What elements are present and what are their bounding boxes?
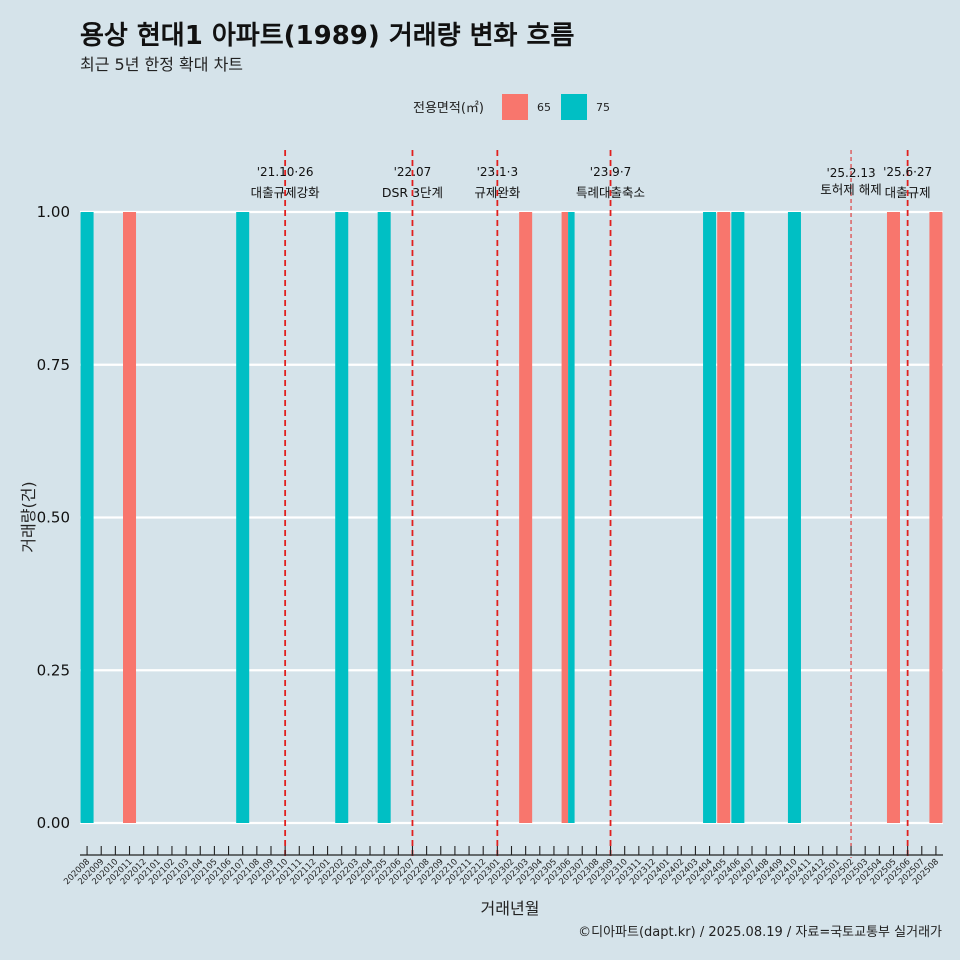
bar-75-202202 (335, 212, 349, 823)
legend-title: 전용면적(㎡) (413, 101, 484, 116)
legend: 전용면적(㎡) 65 75 (413, 94, 610, 120)
bar-75-202404 (703, 212, 717, 823)
y-tick-label: 0.50 (37, 509, 70, 527)
y-tick-label: 1.00 (37, 203, 70, 221)
event-label: 특례대출축소 (576, 185, 645, 200)
chart-title: 용상 현대1 아파트(1989) 거래량 변화 흐름 (80, 21, 574, 51)
event-date: '25.6·27 (883, 165, 932, 179)
bar-65-202303 (519, 212, 533, 823)
x-axis: 2020082020092020102020112020122021012021… (62, 846, 943, 887)
event-date: '23.1·3 (477, 165, 518, 179)
caption: ©디아파트(dapt.kr) / 2025.08.19 / 자료=국토교통부 실… (578, 925, 942, 940)
event-label: 토허제 해제 (820, 182, 881, 197)
event-label: 대출규제강화 (251, 185, 321, 200)
legend-label-75: 75 (596, 101, 610, 114)
bar-65-202306 (561, 212, 569, 823)
y-tick-label: 0.75 (37, 356, 70, 374)
y-axis-ticks: 0.00 0.25 0.50 0.75 1.00 (37, 203, 70, 832)
event-markers: '21.10·26 대출규제강화 '22.07 DSR 3단계 '23.1·3 규제완화 '… (251, 150, 932, 858)
bar-75-202306 (568, 212, 575, 823)
chart-subtitle: 최근 5년 한정 확대 차트 (80, 55, 243, 74)
bar-75-202406 (731, 212, 745, 823)
gridlines (80, 210, 943, 825)
y-tick-label: 0.00 (37, 814, 70, 832)
bar-75-202107 (236, 212, 250, 823)
legend-swatch-65 (502, 94, 528, 120)
event-date: '22.07 (394, 165, 432, 179)
bar-75-202008 (80, 212, 94, 823)
event-date: '23.9·7 (590, 165, 631, 179)
bar-65-202011 (123, 212, 137, 823)
x-axis-label: 거래년월 (481, 899, 540, 918)
event-date: '25.2.13 (826, 166, 875, 180)
bar-75-202205 (377, 212, 391, 823)
bar-65-202405 (717, 212, 731, 823)
y-axis-label: 거래량(건) (19, 481, 38, 552)
event-date: '21.10·26 (257, 165, 314, 179)
legend-swatch-75 (561, 94, 587, 120)
event-label: 대출규제 (885, 185, 931, 200)
event-label: 규제완화 (474, 185, 521, 200)
event-label: DSR 3단계 (382, 185, 443, 200)
legend-label-65: 65 (537, 101, 551, 114)
bars (80, 212, 943, 823)
bar-75-202410 (787, 212, 801, 823)
y-tick-label: 0.25 (37, 661, 70, 679)
bar-65-202508 (929, 212, 943, 823)
bar-65-202505 (886, 212, 900, 823)
